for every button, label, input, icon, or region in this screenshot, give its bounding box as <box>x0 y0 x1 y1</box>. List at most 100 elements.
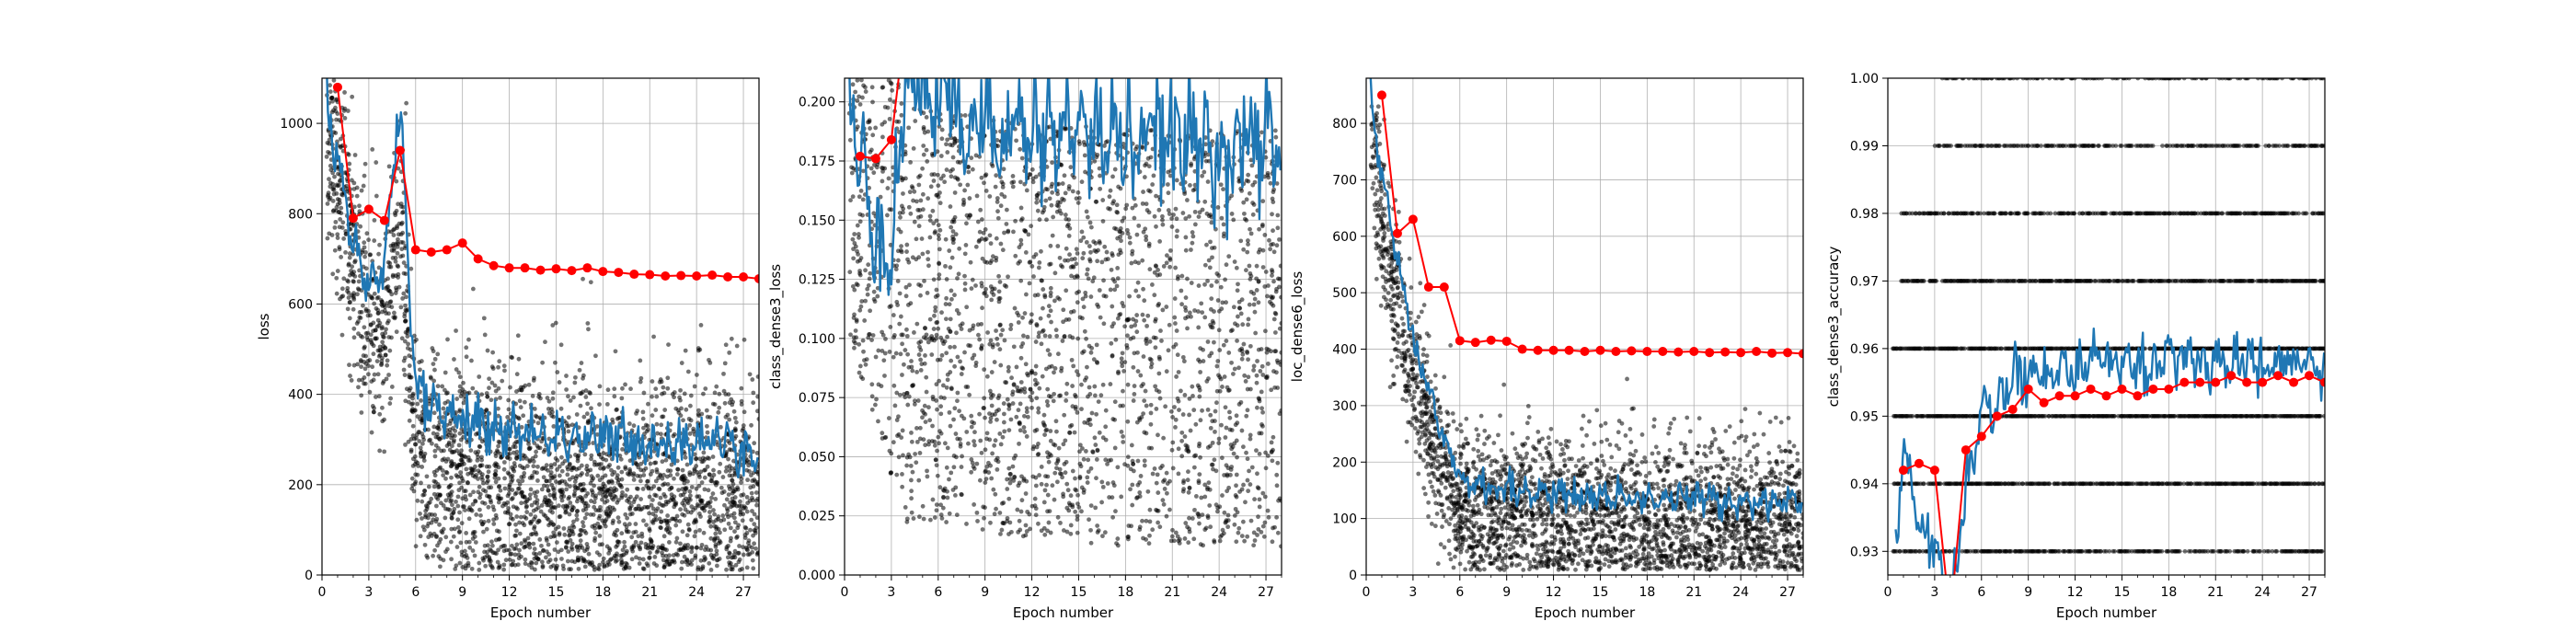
sample-point <box>437 540 442 546</box>
sample-point <box>535 500 540 506</box>
sample-point <box>515 333 521 339</box>
sample-point <box>639 531 645 536</box>
sample-point <box>647 526 652 532</box>
sample-point <box>346 152 351 157</box>
sample-point <box>516 556 522 561</box>
sample-point <box>1213 429 1217 434</box>
sample-point <box>380 339 385 345</box>
sample-point <box>581 276 585 282</box>
sample-point <box>850 194 856 200</box>
sample-point <box>935 357 940 362</box>
sample-point <box>1174 374 1179 379</box>
sample-point <box>521 453 526 458</box>
sample-point <box>726 456 730 462</box>
sample-point <box>653 478 659 484</box>
sample-point <box>1168 408 1174 414</box>
sample-point <box>351 326 357 331</box>
sample-point <box>737 557 742 562</box>
sample-point <box>1115 265 1121 270</box>
sample-point <box>1018 380 1024 385</box>
sample-point <box>1243 500 1248 505</box>
sample-point <box>385 362 390 368</box>
sample-point <box>516 416 522 421</box>
sample-point <box>561 567 567 571</box>
sample-point <box>517 520 522 525</box>
sample-point <box>496 500 501 505</box>
sample-point <box>977 229 983 235</box>
sample-point <box>495 559 500 565</box>
sample-point <box>386 335 392 339</box>
sample-point <box>1054 479 1060 485</box>
sample-point <box>338 172 343 178</box>
sample-point <box>446 485 452 490</box>
sample-point <box>347 362 351 368</box>
sample-point <box>599 487 604 492</box>
sample-point <box>498 395 502 400</box>
sample-point <box>1246 316 1251 322</box>
sample-point <box>1235 454 1239 460</box>
sample-point <box>532 516 536 522</box>
sample-point <box>477 507 482 512</box>
sample-point <box>981 406 986 410</box>
sample-point <box>945 495 950 500</box>
sample-point <box>381 379 386 384</box>
sample-point <box>525 535 531 541</box>
sample-point <box>487 385 491 391</box>
sample-point <box>1034 396 1040 401</box>
sample-point <box>1006 466 1012 471</box>
sample-point <box>586 551 592 557</box>
sample-point <box>1153 384 1158 389</box>
sample-point <box>577 367 582 373</box>
sample-point <box>922 278 926 283</box>
sample-point <box>543 555 548 560</box>
sample-point <box>489 397 494 403</box>
sample-point <box>480 488 486 493</box>
sample-point <box>934 463 939 468</box>
sample-point <box>575 496 581 501</box>
sample-point <box>869 394 875 399</box>
sample-point <box>983 480 988 486</box>
sample-point <box>933 229 937 235</box>
sample-point <box>657 487 662 492</box>
sample-point <box>457 374 463 380</box>
sample-point <box>359 410 364 415</box>
sample-point <box>1119 430 1124 434</box>
sample-point <box>477 374 482 379</box>
sample-point <box>447 430 453 435</box>
sample-point <box>431 517 436 523</box>
sample-point <box>917 436 923 442</box>
sample-point <box>1024 409 1029 415</box>
sample-point <box>893 351 899 356</box>
sample-point <box>965 182 971 188</box>
sample-point <box>558 514 563 519</box>
sample-point <box>418 534 423 539</box>
sample-point <box>649 486 654 491</box>
epoch-mean-marker <box>692 271 702 282</box>
sample-point <box>860 338 866 343</box>
sample-point <box>1224 339 1229 343</box>
sample-point <box>654 421 660 427</box>
sample-point <box>1036 442 1041 446</box>
sample-point <box>576 453 581 458</box>
sample-point <box>1202 199 1208 204</box>
sample-point <box>1084 336 1088 341</box>
sample-point <box>351 296 357 302</box>
sample-point <box>419 359 424 363</box>
sample-point <box>939 127 945 132</box>
sample-point <box>854 318 859 324</box>
sample-point <box>592 525 598 531</box>
sample-point <box>618 456 624 462</box>
sample-point <box>325 201 330 206</box>
sample-point <box>467 492 473 498</box>
sample-point <box>550 510 555 515</box>
sample-point <box>1213 408 1218 414</box>
sample-point <box>570 523 575 528</box>
sample-point <box>455 503 461 509</box>
sample-point <box>888 325 893 329</box>
sample-point <box>477 491 483 497</box>
sample-point <box>734 535 739 540</box>
sample-point <box>431 424 437 430</box>
sample-point <box>461 380 466 385</box>
sample-point <box>524 455 529 461</box>
sample-point <box>415 498 420 503</box>
